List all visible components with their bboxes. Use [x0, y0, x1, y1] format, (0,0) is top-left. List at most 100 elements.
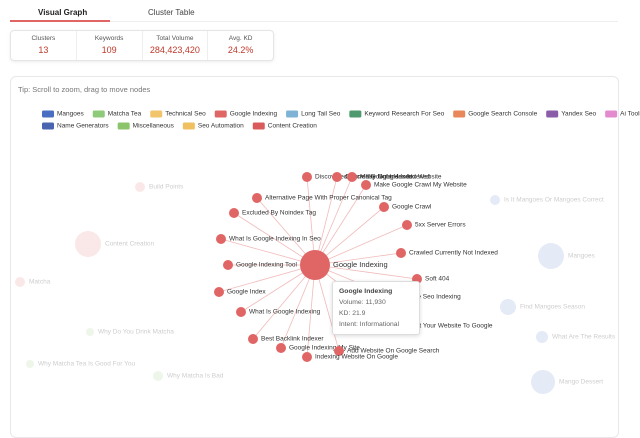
faded-node: [75, 231, 101, 257]
faded-node: [26, 360, 34, 368]
legend-label: Long Tail Seo: [301, 111, 341, 118]
node-label: Check If Google Has Indexed: [345, 174, 430, 181]
legend-label: Content Creation: [268, 123, 318, 130]
keyword-node[interactable]: [223, 260, 233, 270]
stats-card: Clusters 13 Keywords 109 Total Volume 284,423…: [10, 30, 274, 61]
legend-label: Seo Automation: [198, 123, 244, 130]
node-label: What Is Google Indexing In Seo: [229, 236, 321, 243]
faded-node: [538, 243, 564, 269]
keyword-node[interactable]: [379, 202, 389, 212]
edge: [218, 264, 316, 293]
node-label: 5xx Server Errors: [415, 222, 466, 229]
legend-swatch: [605, 110, 618, 118]
keyword-node[interactable]: [302, 172, 312, 182]
cluster-label: Google Indexing: [333, 260, 388, 269]
stat: Clusters 13: [11, 31, 77, 60]
keyword-node[interactable]: [252, 193, 262, 203]
stat: Avg. KD 24.2%: [208, 31, 273, 60]
node-label: Google Seo Indexing: [400, 294, 461, 301]
edge: [314, 206, 385, 266]
legend-swatch: [150, 110, 163, 118]
legend-swatch: [117, 122, 130, 130]
legend-swatch: [546, 110, 559, 118]
legend-label: Keyword Research For Seo: [364, 111, 444, 118]
legend-label: Mangoes: [57, 111, 84, 118]
node-label: Make Google Crawl My Website: [374, 182, 467, 189]
stat: Keywords 109: [77, 31, 143, 60]
keyword-node[interactable]: [302, 352, 312, 362]
keyword-node[interactable]: [248, 334, 258, 344]
cluster-node[interactable]: [300, 250, 330, 280]
legend-swatch: [453, 110, 466, 118]
faded-node: [536, 331, 548, 343]
legend-label: Matcha Tea: [108, 111, 142, 118]
edge: [233, 212, 316, 266]
tooltip-title: Google Indexing: [339, 288, 393, 295]
node-label: Google Index: [227, 289, 266, 296]
faded-node-label: Build Points: [149, 184, 184, 191]
legend-swatch: [182, 122, 195, 130]
faded-node-label: Mangoes: [568, 253, 595, 260]
tooltip-line: KD: 21.9: [339, 310, 366, 317]
node-label: Google Crawl: [392, 204, 432, 211]
faded-node: [531, 370, 555, 394]
legend-label: Google Search Console: [468, 111, 537, 118]
legend-label: Name Generators: [57, 123, 109, 130]
keyword-node[interactable]: [347, 172, 357, 182]
tooltip: Google Indexing Volume: 11,930 KD: 21.9 In…: [332, 281, 420, 335]
node-label: Alternative Page With Proper Canonical T…: [265, 195, 392, 202]
stat-label: Total Volume: [156, 35, 194, 42]
legend-swatch: [349, 110, 362, 118]
stat: Total Volume 284,423,420: [143, 31, 209, 60]
keyword-node[interactable]: [402, 220, 412, 230]
app: Visual Graph Cluster Table Clusters 13 Key…: [10, 8, 640, 438]
tab[interactable]: Cluster Table: [148, 8, 195, 17]
stat-value: 13: [38, 45, 49, 55]
stat-value: 109: [101, 45, 117, 55]
faded-node: [490, 195, 500, 205]
legend-swatch: [252, 122, 265, 130]
legend-label: Technical Seo: [165, 111, 206, 118]
node-label: Soft 404: [425, 276, 450, 283]
edge: [314, 176, 338, 266]
faded-node-label: Mango Dessert: [559, 379, 603, 386]
tab[interactable]: Visual Graph: [38, 8, 88, 17]
keyword-node[interactable]: [361, 180, 371, 190]
legend-swatch: [214, 110, 227, 118]
tooltip-line: Volume: 11,930: [339, 299, 386, 306]
node-label: Indexing Website On Google: [315, 354, 398, 361]
edge: [314, 184, 367, 266]
keyword-node[interactable]: [334, 346, 344, 356]
keyword-node[interactable]: [214, 287, 224, 297]
stat-label: Keywords: [94, 35, 124, 42]
node-label: Google Indexing My Site: [289, 345, 360, 352]
stat-label: Avg. KD: [228, 35, 253, 42]
stat-value: 284,423,420: [149, 45, 200, 55]
faded-node-label: Is It Mangoes Or Mangoes Correct: [504, 197, 604, 204]
faded-node: [135, 182, 145, 192]
tab-divider: [10, 21, 618, 22]
edge: [314, 224, 408, 266]
keyword-node[interactable]: [276, 343, 286, 353]
legend-swatch: [42, 122, 54, 130]
node-label: What Is Google Indexing: [249, 309, 321, 316]
legend-swatch: [286, 110, 299, 118]
node-label: Submit Your Website To Google: [401, 323, 493, 330]
stat-label: Clusters: [31, 35, 56, 42]
node-label: Google Indexing Tool: [236, 262, 298, 269]
edge: [306, 264, 316, 358]
edge: [220, 238, 316, 266]
faded-node-label: Why Matcha Is Bad: [167, 373, 224, 380]
keyword-node[interactable]: [332, 172, 342, 182]
node-label: Add Website On Google Search: [347, 348, 440, 355]
keyword-node[interactable]: [216, 234, 226, 244]
keyword-node[interactable]: [396, 248, 406, 258]
legend-swatch: [92, 110, 105, 118]
keyword-node[interactable]: [236, 307, 246, 317]
legend-label: Google Indexing: [230, 111, 278, 118]
keyword-node[interactable]: [229, 208, 239, 218]
faded-node-label: Content Creation: [105, 241, 155, 248]
edge: [252, 264, 316, 340]
edge: [314, 176, 353, 266]
active-tab-indicator: [10, 20, 110, 22]
